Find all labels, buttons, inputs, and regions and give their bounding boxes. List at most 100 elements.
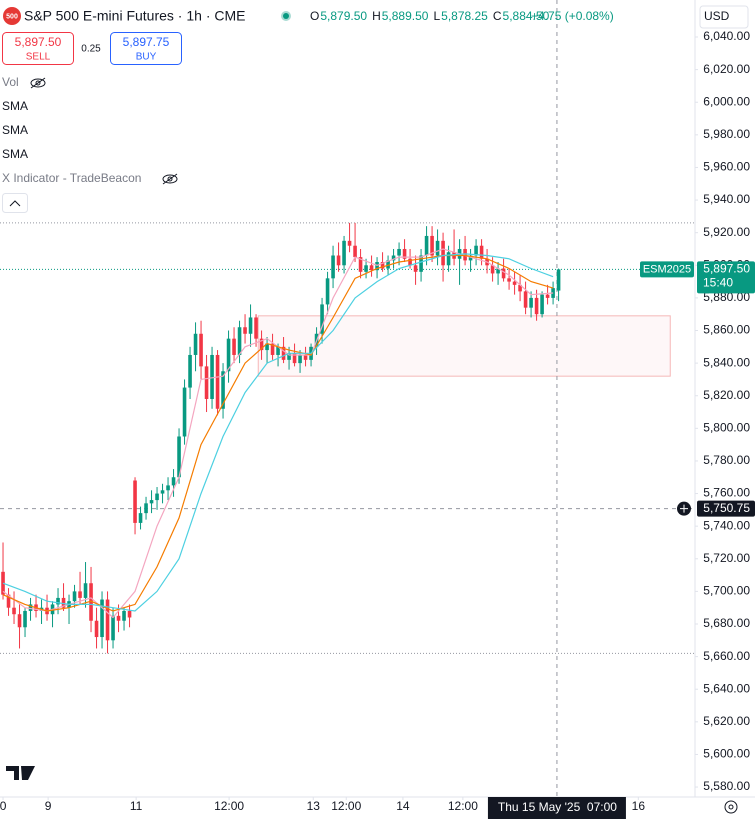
buy-button[interactable] — [110, 32, 182, 65]
candle-body — [479, 245, 484, 259]
candle-body — [215, 354, 220, 409]
candle-body — [518, 284, 522, 292]
time-label-time: 07:00 — [587, 800, 617, 814]
y-tick-label: 5,860.00 — [703, 323, 750, 337]
countdown: 15:40 — [703, 276, 733, 290]
y-tick-label: 5,720.00 — [703, 551, 750, 565]
candle-body — [292, 353, 297, 364]
candle-body — [265, 343, 269, 351]
candle-body — [507, 278, 511, 282]
candle-body — [6, 594, 11, 608]
currency-box[interactable] — [699, 5, 749, 29]
candle-body — [534, 297, 539, 315]
x-tick-label: 0 — [0, 799, 7, 813]
candle-body — [254, 317, 258, 339]
ohlc: O 5,879.50 H 5,889.50 L 5,878.25 C 5,884.50 — [310, 9, 550, 23]
candle-body — [199, 333, 203, 367]
market-status[interactable] — [283, 13, 289, 19]
candle-body — [193, 333, 198, 355]
candle-body — [556, 269, 561, 291]
hidden-icon[interactable] — [162, 173, 178, 185]
y-tick-label: 6,040.00 — [703, 29, 750, 43]
symbol-title[interactable]: S&P 500 E-mini Futures · 1h · CME — [24, 8, 245, 24]
candle-body — [23, 610, 27, 628]
moving-average — [2, 254, 554, 612]
symbol-badge[interactable] — [3, 7, 21, 25]
candle-body — [325, 278, 330, 305]
candle-body — [226, 338, 231, 372]
candle-body — [204, 366, 209, 399]
indicator-x[interactable]: X Indicator - TradeBeacon — [2, 171, 141, 185]
indicator-sma[interactable]: SMA — [2, 147, 28, 161]
candle-body — [413, 265, 418, 272]
y-tick-label: 5,580.00 — [703, 779, 750, 793]
ohlc-value: 5,878.25 — [441, 9, 488, 23]
candle-body — [237, 327, 242, 355]
logo[interactable] — [6, 766, 35, 780]
candle-body — [523, 291, 528, 308]
candle-body — [155, 493, 159, 501]
sell-price: 5,897.50 — [15, 35, 62, 49]
candle-body — [248, 317, 253, 334]
candle-body — [83, 583, 88, 598]
buy-price: 5,897.75 — [123, 35, 170, 49]
candle-body — [221, 371, 225, 409]
y-tick-label: 5,640.00 — [703, 681, 750, 695]
y-tick-label: 5,760.00 — [703, 486, 750, 500]
ohlc-value: 5,889.50 — [382, 9, 429, 23]
candle-body — [188, 354, 192, 388]
y-tick-label: 5,700.00 — [703, 584, 750, 598]
sell-button[interactable] — [2, 32, 74, 65]
collapse-button[interactable] — [2, 193, 28, 213]
candle-body — [232, 338, 236, 355]
candle-body — [512, 281, 517, 285]
crosshair-label: 5,750.75 — [703, 501, 750, 515]
x-tick-label: 14 — [396, 799, 410, 813]
symbol-label-bg — [640, 261, 694, 278]
axes: 5,580.00 5,600.00 5,620.00 5,640.00 5,660.00… — [0, 29, 755, 819]
y-tick-label: 5,620.00 — [703, 714, 750, 728]
candle-body — [430, 235, 434, 256]
settings-icon[interactable] — [724, 800, 738, 814]
candle-body — [364, 265, 368, 272]
indicator-vol[interactable]: Vol — [2, 75, 19, 89]
candle-body — [529, 297, 533, 308]
y-tick-label: 5,800.00 — [703, 421, 750, 435]
y-tick-label: 5,660.00 — [703, 649, 750, 663]
y-tick-label: 5,840.00 — [703, 355, 750, 369]
y-tick-label: 6,020.00 — [703, 62, 750, 76]
candle-body — [243, 327, 247, 334]
y-tick-label: 5,740.00 — [703, 518, 750, 532]
candle-body — [419, 255, 423, 272]
ohlc-key: O — [310, 9, 319, 23]
y-tick-label: 5,600.00 — [703, 747, 750, 761]
candle-body — [463, 248, 467, 261]
candle-body — [177, 436, 181, 478]
candle-body — [72, 591, 77, 602]
moving-average — [2, 253, 554, 612]
candle-body — [474, 245, 478, 256]
y-tick-label: 6,000.00 — [703, 94, 750, 108]
x-tick-label: 16 — [632, 799, 646, 813]
candle-body — [501, 268, 506, 279]
sell-label: SELL — [26, 52, 51, 63]
y-tick-label: 5,880.00 — [703, 290, 750, 304]
y-tick-label: 5,940.00 — [703, 192, 750, 206]
candle-body — [17, 614, 22, 628]
candle-body — [105, 599, 110, 641]
indicator-sma[interactable]: SMA — [2, 123, 28, 137]
candle-body — [298, 354, 302, 364]
price-axis-bg — [695, 0, 755, 797]
candle-body — [138, 513, 143, 523]
hidden-icon[interactable] — [30, 77, 46, 89]
candle-body — [402, 248, 407, 259]
indicator-sma[interactable]: SMA — [2, 99, 28, 113]
candle-body — [303, 354, 308, 360]
candle-body — [94, 620, 99, 638]
candle-body — [171, 477, 176, 486]
x-tick-label: 12:00 — [331, 799, 361, 813]
ohlc-key: C — [493, 9, 502, 23]
time-label-bg — [487, 797, 626, 819]
candle-body — [89, 583, 93, 621]
plot-area — [0, 0, 695, 797]
